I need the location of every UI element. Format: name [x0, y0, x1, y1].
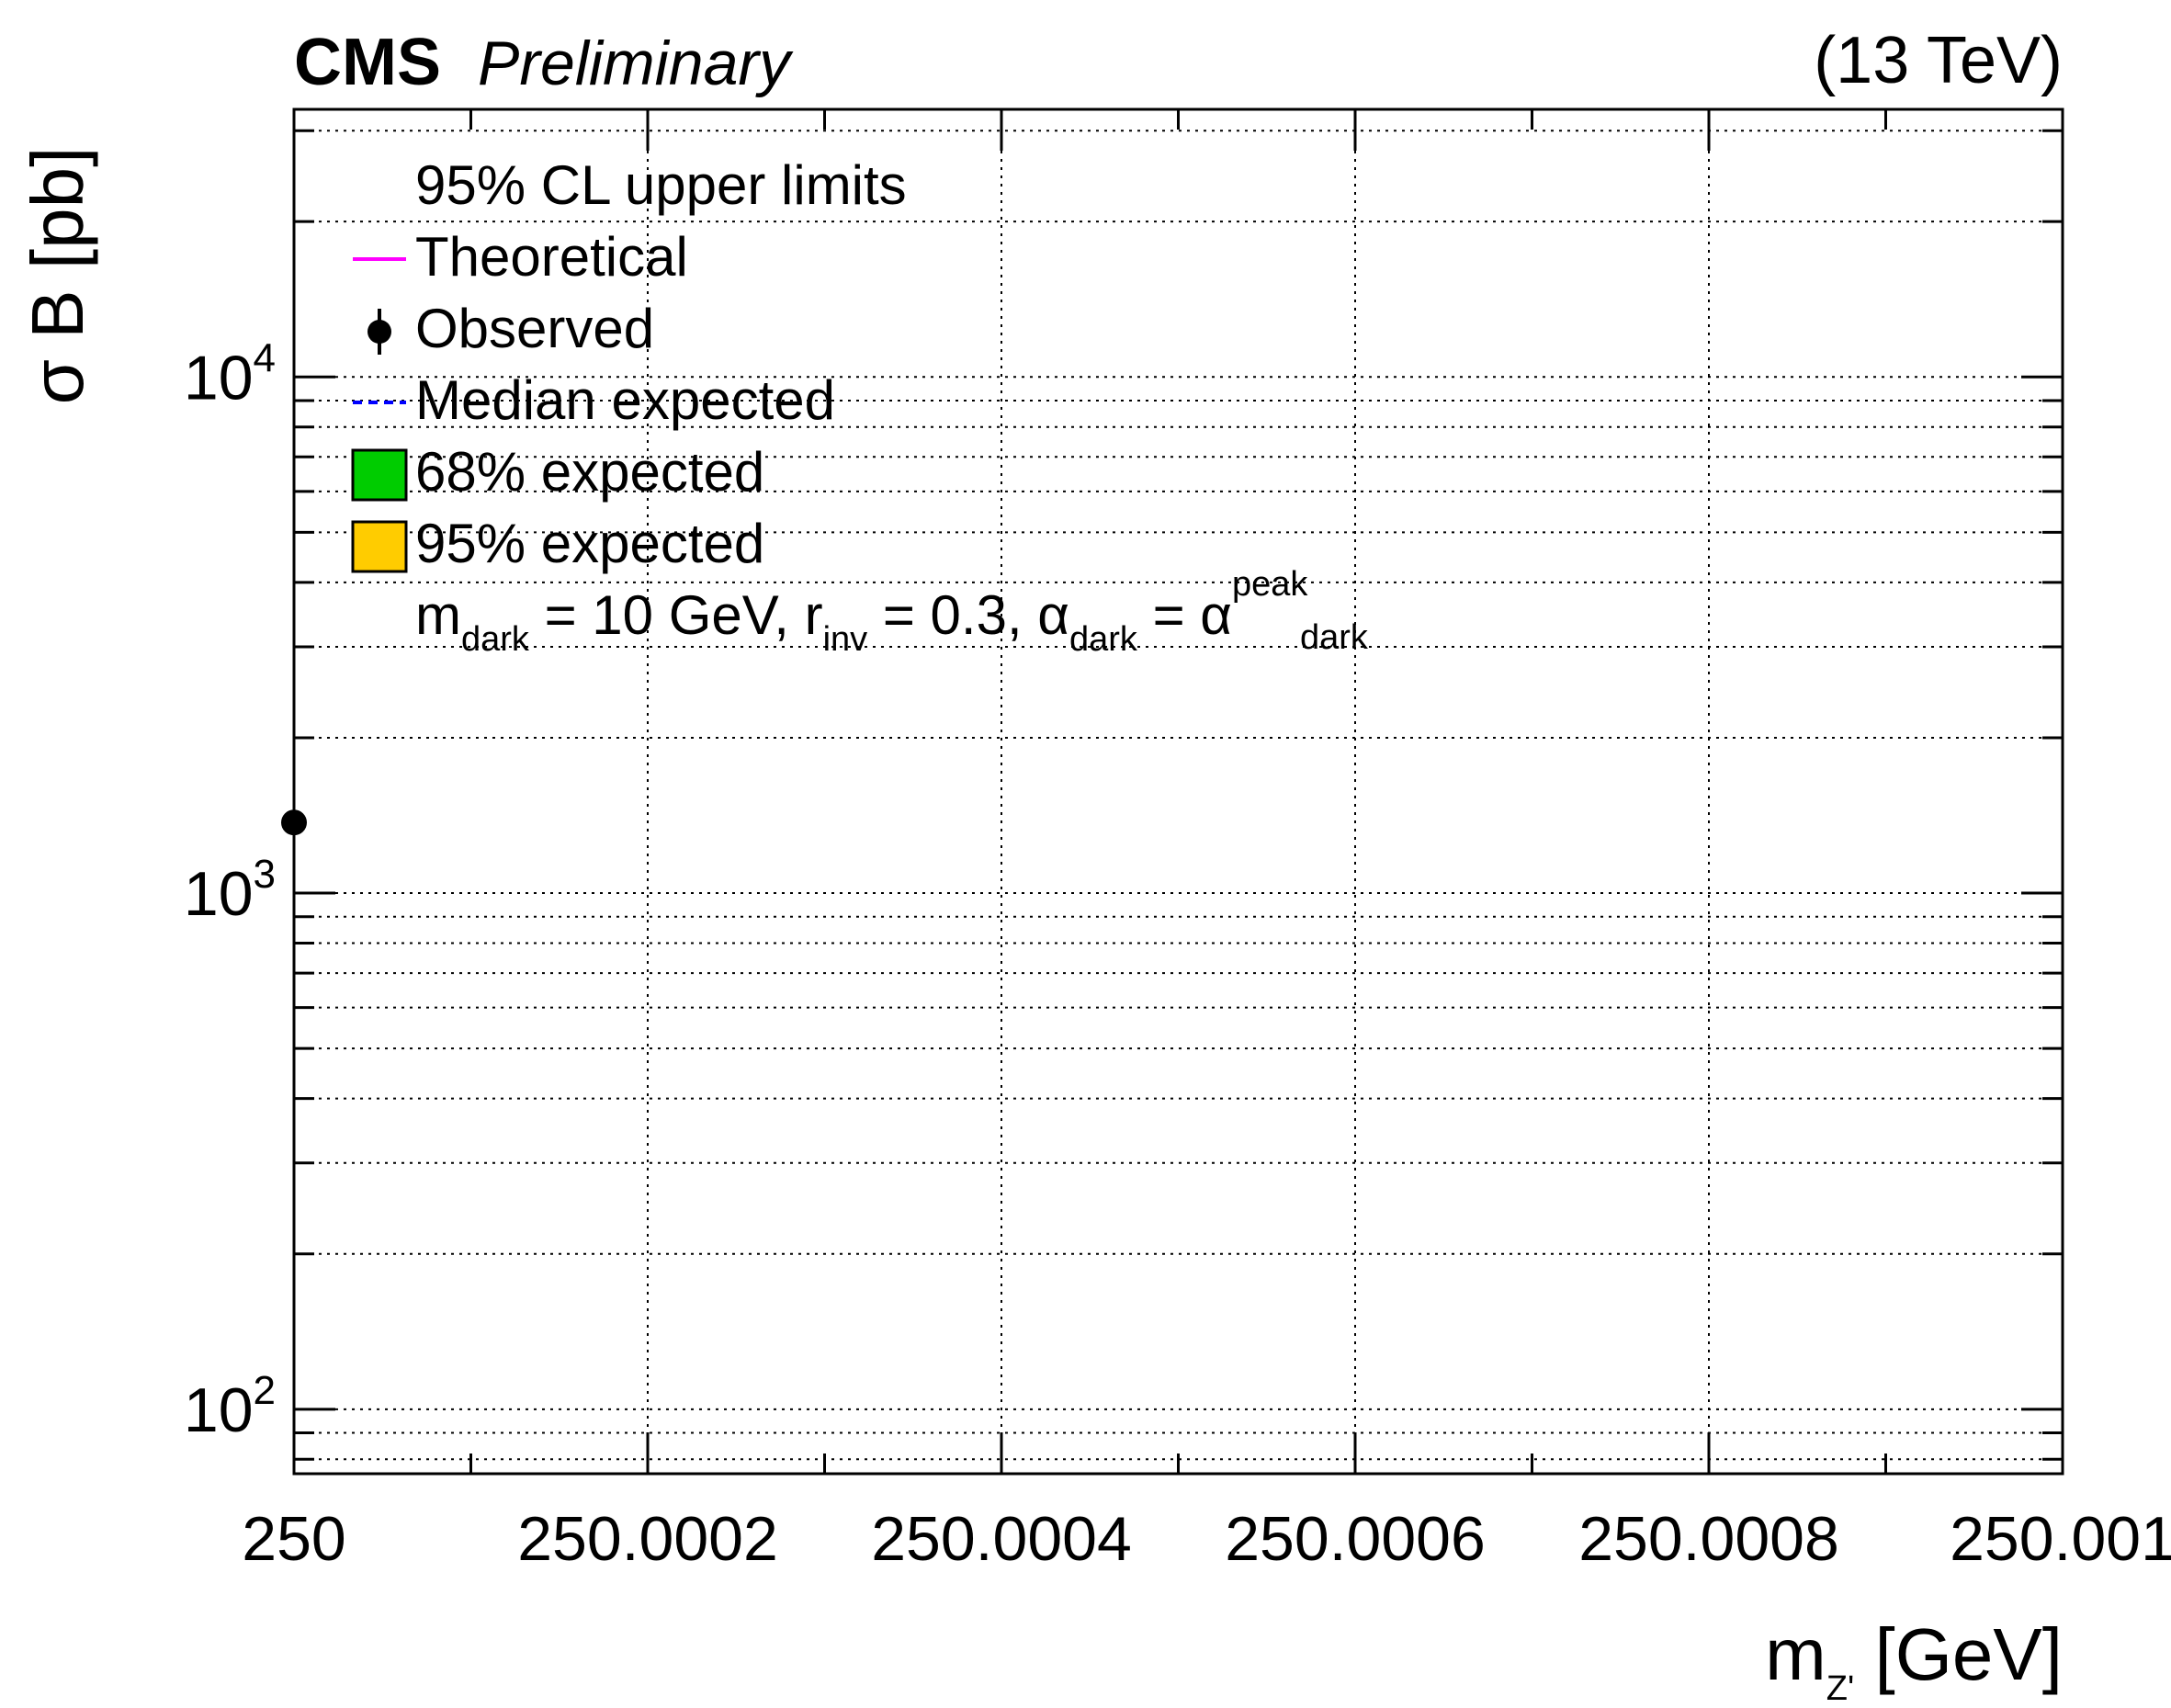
x-axis-title: mZ' [GeV]	[1765, 1613, 2063, 1708]
param-m-val: = 10 GeV,	[529, 584, 805, 646]
param-r-sub: inv	[823, 620, 868, 659]
param-m: m	[415, 584, 461, 646]
legend-68-swatch	[351, 448, 408, 502]
x-axis-title-main: m	[1765, 1613, 1826, 1695]
grid-lines	[294, 109, 2063, 1474]
y-tick-label-base: 10	[184, 859, 254, 929]
legend-observed-label: Observed	[415, 298, 654, 359]
plot-frame	[292, 107, 2064, 1476]
param-m-sub: dark	[461, 620, 530, 659]
param-alpha: α	[1037, 584, 1069, 646]
legend-params: mdark = 10 GeV, rinv = 0.3, αdark = αpea…	[415, 565, 1369, 659]
param-eq: =	[1137, 584, 1200, 646]
y-tick-label-exp: 3	[254, 852, 276, 897]
legend-observed-marker	[367, 320, 391, 344]
y-tick-label-exp: 4	[254, 335, 276, 380]
x-tick-label: 250.001	[1950, 1504, 2171, 1574]
observed-point	[281, 809, 307, 836]
legend: 95% CL upper limits Theoretical Observed…	[351, 154, 1369, 659]
y-tick-label: 102	[184, 1368, 276, 1445]
legend-median-label: Median expected	[415, 369, 835, 431]
x-tick-labels: 250 250.0002 250.0004 250.0006 250.0008 250.0…	[242, 1504, 2171, 1574]
y-tick-label-exp: 2	[254, 1368, 276, 1413]
x-tick-label: 250.0008	[1578, 1504, 1839, 1574]
x-axis-title-unit: [GeV]	[1854, 1613, 2063, 1695]
param-r: r	[805, 584, 823, 646]
param-r-val: = 0.3,	[867, 584, 1037, 646]
legend-68-label: 68% expected	[415, 441, 764, 503]
y-tick-label: 103	[184, 852, 276, 929]
y-tick-label-base: 10	[184, 343, 254, 413]
param-alpha2-sub: dark	[1300, 618, 1369, 657]
legend-95-swatch	[351, 520, 408, 573]
param-alpha2: α	[1200, 584, 1232, 646]
param-alpha-sub: dark	[1069, 620, 1138, 659]
y-axis-title: σ B [pb]	[17, 147, 98, 405]
y-tick-label-base: 10	[184, 1375, 254, 1445]
legend-theoretical-label: Theoretical	[415, 226, 688, 288]
status-label: Preliminary	[478, 28, 794, 98]
param-alpha2-sup: peak	[1232, 565, 1308, 604]
y-tick-label: 104	[184, 335, 276, 413]
x-tick-label: 250.0004	[871, 1504, 1132, 1574]
experiment-label: CMS	[294, 26, 441, 99]
legend-header: 95% CL upper limits	[415, 154, 907, 216]
legend-95-label: 95% expected	[415, 513, 764, 574]
axis-ticks	[292, 109, 2064, 1474]
x-tick-label: 250	[242, 1504, 345, 1574]
observed-series	[281, 809, 307, 836]
x-tick-label: 250.0006	[1225, 1504, 1486, 1574]
x-axis-title-sub: Z'	[1826, 1669, 1854, 1708]
x-tick-label: 250.0002	[517, 1504, 778, 1574]
energy-label: (13 TeV)	[1814, 24, 2063, 97]
